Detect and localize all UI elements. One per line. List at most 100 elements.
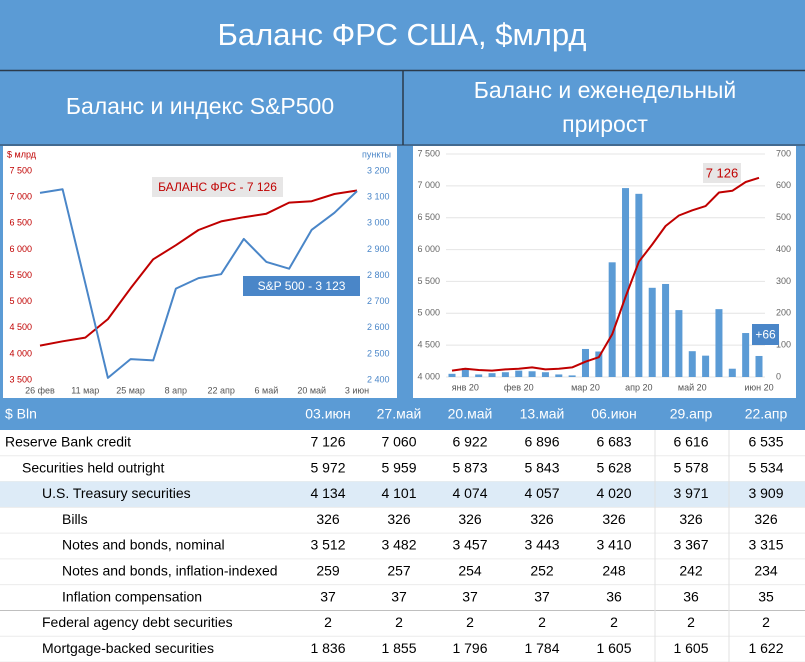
table-cell: 3 410 [596, 537, 631, 553]
y-tick-label: 7 000 [417, 180, 440, 190]
y2-tick-label: 2 400 [367, 374, 390, 384]
row-label: Securities held outright [22, 459, 165, 475]
table-cell: 248 [602, 562, 626, 578]
table-header: 22.апр [745, 406, 788, 422]
y-tick-label: 5 500 [417, 276, 440, 286]
annotation: S&P 500 - 3 123 [258, 279, 346, 293]
row-label: Notes and bonds, nominal [62, 537, 225, 553]
bar [688, 351, 696, 377]
table-cell: 1 622 [748, 640, 783, 656]
annotation-box [703, 163, 741, 183]
table-cell: 7 060 [381, 434, 416, 450]
bar [475, 374, 483, 377]
title: Баланс ФРС США, $млрд [217, 17, 586, 52]
y2-tick-label: 200 [776, 308, 791, 318]
table-cell: 5 628 [596, 459, 631, 475]
table-cell: 5 534 [748, 459, 783, 475]
bar [501, 372, 509, 377]
table-cell: 2 [610, 614, 618, 630]
table-cell: 37 [534, 588, 550, 604]
bar [622, 188, 630, 377]
row-highlight [0, 481, 805, 508]
table-cell: 326 [387, 511, 411, 527]
y-tick-label: 4 500 [9, 322, 32, 332]
table-cell: 6 683 [596, 434, 631, 450]
bar [528, 371, 536, 377]
annotation: БАЛАНС ФРС - 7 126 [158, 180, 277, 194]
y-tick-label: 7 500 [9, 165, 32, 175]
table-cell: 3 457 [452, 537, 487, 553]
bar [581, 348, 589, 377]
x-tick-label: 22 апр [207, 385, 234, 395]
table-cell: 3 909 [748, 485, 783, 501]
y-tick-label: 4 500 [417, 340, 440, 350]
y2-axis-label: пункты [362, 149, 391, 159]
bar [515, 370, 523, 377]
table-body [0, 430, 805, 662]
x-tick-label: янв 20 [452, 382, 479, 392]
table-cell: 37 [391, 588, 407, 604]
y2-tick-label: 3 200 [367, 165, 390, 175]
table-cell: 1 605 [596, 640, 631, 656]
y-tick-label: 5 500 [9, 270, 32, 280]
table-cell: 6 535 [748, 434, 783, 450]
y-tick-label: 6 000 [9, 244, 32, 254]
row-label: Notes and bonds, inflation-indexed [62, 562, 278, 578]
table-cell: 4 057 [524, 485, 559, 501]
bar [662, 283, 670, 377]
chart-panel [413, 146, 796, 398]
y-axis-label: $ млрд [7, 149, 37, 159]
table-cell: 3 443 [524, 537, 559, 553]
bar [595, 351, 603, 377]
y-tick-label: 4 000 [417, 371, 440, 381]
table-cell: 37 [320, 588, 336, 604]
y2-tick-label: 2 500 [367, 348, 390, 358]
table-cell: 326 [754, 511, 778, 527]
x-tick-label: мар 20 [571, 382, 600, 392]
annotation: +66 [755, 328, 776, 342]
bar [742, 333, 750, 377]
bar [488, 373, 496, 377]
table-cell: 3 315 [748, 537, 783, 553]
table-cell: 4 101 [381, 485, 416, 501]
line [39, 188, 358, 379]
y2-tick-label: 100 [776, 340, 791, 350]
table-cell: 3 512 [310, 537, 345, 553]
y2-tick-label: 2 600 [367, 322, 390, 332]
table-cell: 36 [683, 588, 699, 604]
bar [755, 355, 763, 377]
x-tick-label: 8 апр [165, 385, 187, 395]
x-tick-label: 26 фев [25, 385, 55, 395]
table-cell: 326 [602, 511, 626, 527]
bar [675, 310, 683, 377]
bar [568, 375, 576, 377]
table-cell: 5 959 [381, 459, 416, 475]
table-cell: 1 855 [381, 640, 416, 656]
bar [715, 309, 723, 377]
table-cell: 326 [316, 511, 340, 527]
table-cell: 2 [762, 614, 770, 630]
x-tick-label: 3 июн [345, 385, 369, 395]
table-cell: 234 [754, 562, 778, 578]
table-header: 29.апр [670, 406, 713, 422]
y2-tick-label: 300 [776, 276, 791, 286]
table-cell: 6 896 [524, 434, 559, 450]
row-label: Reserve Bank credit [5, 434, 131, 450]
table-cell: 252 [530, 562, 554, 578]
table-cell: 254 [458, 562, 482, 578]
table-cell: 2 [395, 614, 403, 630]
table-cell: 5 972 [310, 459, 345, 475]
bar [702, 355, 710, 377]
x-tick-label: 20 май [297, 385, 326, 395]
table-cell: 4 020 [596, 485, 631, 501]
annotation-box [243, 276, 360, 296]
table-cell: 3 367 [673, 537, 708, 553]
table-cell: 2 [538, 614, 546, 630]
table-header: 13.май [520, 406, 565, 422]
x-tick-label: фев 20 [504, 382, 534, 392]
table-cell: 35 [758, 588, 774, 604]
y-tick-label: 4 000 [9, 348, 32, 358]
table-cell: 2 [687, 614, 695, 630]
x-tick-label: июн 20 [744, 382, 773, 392]
